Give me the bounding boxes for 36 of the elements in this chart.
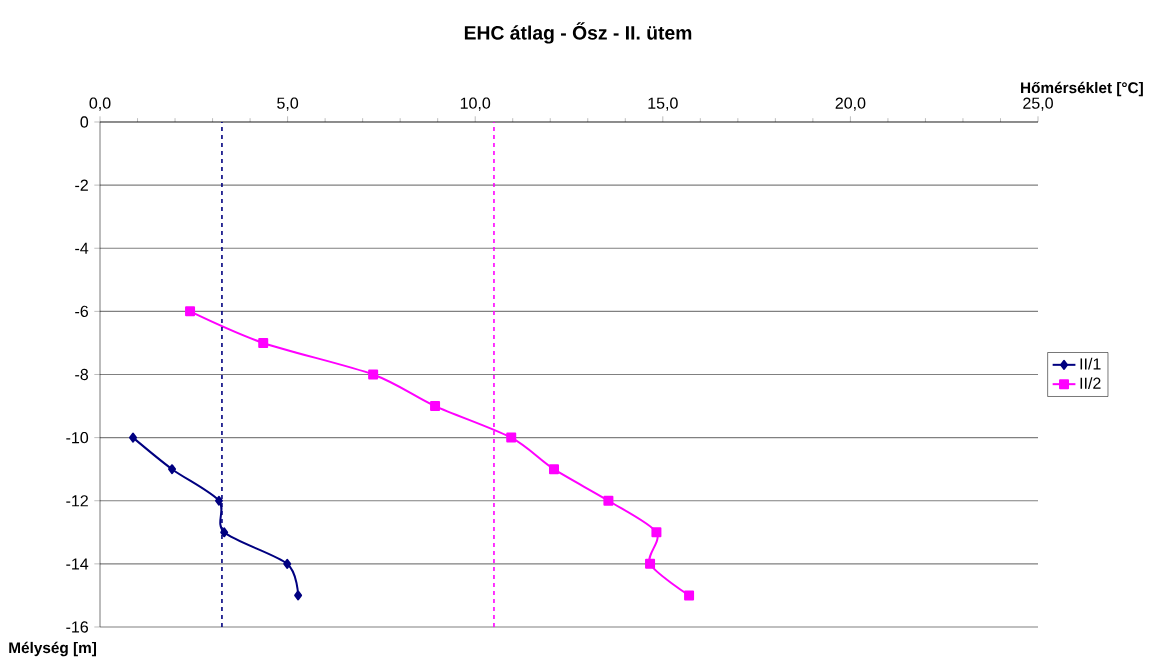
y-tick-label: 0	[80, 116, 89, 128]
point	[294, 590, 303, 601]
y-tick-label: -12	[66, 495, 88, 507]
point	[220, 527, 229, 538]
point	[603, 495, 614, 506]
y-tick-label: -6	[75, 305, 89, 318]
y-tick-label: -16	[66, 621, 89, 633]
y-axis-title: Mélység [m]	[9, 641, 96, 657]
x-tick-label: 25,0	[1023, 97, 1053, 111]
x-tick-label: 20,0	[835, 97, 866, 111]
point	[684, 590, 695, 601]
point	[506, 432, 517, 443]
point	[129, 432, 138, 443]
chart-title: EHC átlag - Ősz - II. ütem	[464, 22, 692, 44]
x-tick-label: 5,0	[277, 97, 299, 111]
point	[651, 527, 662, 538]
y-tick-label: -2	[75, 179, 88, 191]
y-tick-label: -10	[66, 431, 89, 444]
point	[185, 306, 196, 317]
point	[214, 495, 223, 506]
x-tick-label: 15,0	[648, 97, 678, 111]
x-tick-label: 0,0	[89, 97, 111, 111]
point	[283, 558, 292, 569]
legend-label: II/2	[1080, 377, 1101, 389]
y-tick-label: -4	[75, 242, 89, 254]
point	[168, 464, 177, 475]
point	[645, 558, 656, 569]
legend-label: II/1	[1080, 357, 1101, 370]
point	[430, 401, 441, 412]
x-axis-title: Hőmérséklet [°C]	[1021, 81, 1143, 97]
point	[549, 464, 559, 475]
point	[258, 337, 269, 348]
y-tick-label: -8	[75, 368, 89, 381]
y-tick-label: -14	[66, 558, 89, 570]
x-tick-label: 10,0	[460, 97, 491, 111]
point	[368, 369, 379, 380]
